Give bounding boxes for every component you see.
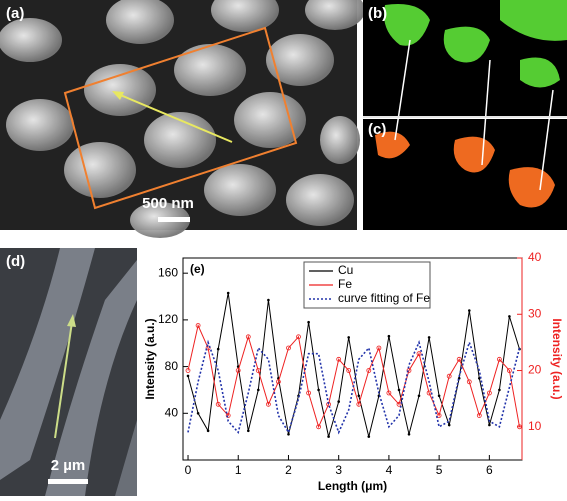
x-tick-label: 2 <box>285 463 292 477</box>
panel-label: (d) <box>6 253 25 270</box>
panel-d: 2 µm (d) <box>0 248 137 496</box>
y-axis-title: Intensity (a.u.) <box>143 318 157 399</box>
chart: 0 1 2 3 4 5 6 40 80 120 160 10 20 30 40 Length (μm) Inte… <box>143 250 564 493</box>
scale-label: 2 µm <box>51 457 86 474</box>
panel-b: (b) <box>363 0 567 116</box>
x-tick-label: 5 <box>436 463 443 477</box>
x-axis-title: Length (μm) <box>318 479 387 493</box>
x-tick-label: 6 <box>486 463 493 477</box>
legend-label: Cu <box>338 263 353 277</box>
legend-label: Fe <box>338 277 352 291</box>
series-line <box>185 323 522 430</box>
panel-c: (c) <box>363 39 567 230</box>
series-line <box>187 339 521 435</box>
panel-label: (b) <box>368 5 387 22</box>
x-tick-label: 0 <box>185 463 192 477</box>
panel-label: (e) <box>190 262 205 276</box>
x-tick-label: 1 <box>235 463 242 477</box>
x-tick-label: 4 <box>386 463 393 477</box>
y2-tick-label: 30 <box>528 306 542 320</box>
y2-tick-label: 20 <box>528 363 542 377</box>
y-tick-label: 120 <box>158 312 178 326</box>
x-tick-label: 3 <box>335 463 342 477</box>
panel-label: (c) <box>368 121 386 138</box>
y-tick-label: 40 <box>165 405 179 419</box>
y2-axis-title: Intensity (a.u.) <box>550 318 564 399</box>
panel-label: (a) <box>6 5 24 22</box>
legend-label: curve fitting of Fe <box>338 291 430 305</box>
panel-a: 500 nm (a) <box>0 0 365 238</box>
y-tick-label: 160 <box>158 265 178 279</box>
scale-label: 500 nm <box>142 195 194 212</box>
y2-tick-label: 10 <box>528 419 542 433</box>
y2-tick-label: 40 <box>528 250 542 264</box>
y-tick-label: 80 <box>165 359 179 373</box>
